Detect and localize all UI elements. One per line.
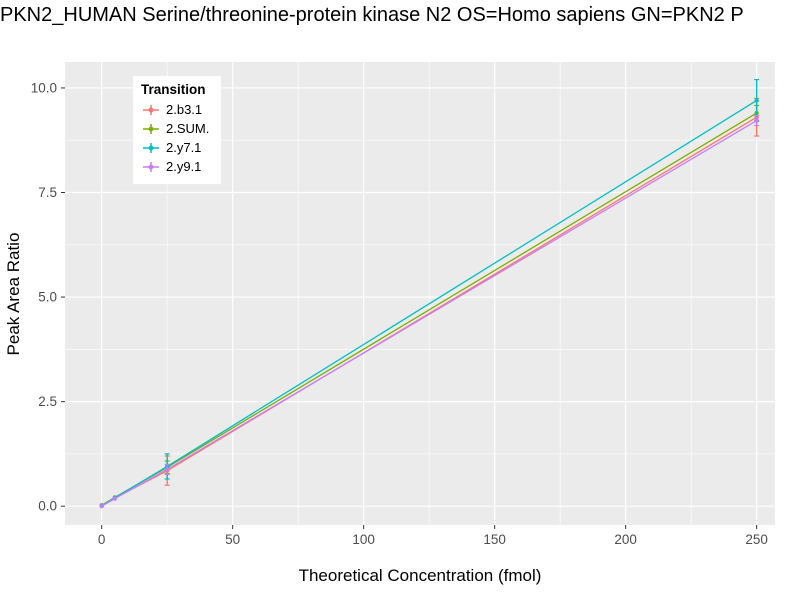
x-tick-label: 50 — [225, 532, 240, 547]
data-point — [754, 118, 759, 123]
x-tick-label: 0 — [98, 532, 106, 547]
legend-title: Transition — [141, 82, 206, 97]
y-tick-label: 5.0 — [38, 290, 57, 305]
y-axis-label: Peak Area Ratio — [4, 232, 23, 356]
x-tick-label: 100 — [352, 532, 375, 547]
x-tick-label: 150 — [483, 532, 506, 547]
legend: Transition 2.b3.1 2.SUM. 2.y7.1 2.y9.1 — [133, 76, 222, 184]
legend-item-label: 2.b3.1 — [166, 102, 203, 117]
data-point — [754, 98, 759, 103]
legend-item: 2.y9.1 — [141, 157, 209, 176]
legend-items: 2.b3.1 2.SUM. 2.y7.1 2.y9.1 — [141, 100, 209, 176]
x-tick-label: 250 — [745, 532, 768, 547]
x-tick-label: 200 — [614, 532, 637, 547]
x-axis-label: Theoretical Concentration (fmol) — [298, 566, 542, 585]
legend-item-label: 2.y7.1 — [166, 140, 202, 155]
legend-key-icon — [143, 104, 159, 115]
series-line — [101, 119, 757, 507]
data-point — [99, 503, 104, 509]
legend-key-icon — [143, 161, 159, 172]
y-tick-label: 0.0 — [38, 499, 57, 514]
legend-key-icon — [143, 142, 159, 153]
legend-item-label: 2.y9.1 — [166, 159, 202, 174]
data-point — [164, 467, 170, 472]
legend-item: 2.b3.1 — [141, 100, 209, 119]
series-2-y9-1 — [99, 114, 760, 509]
legend-item: 2.SUM. — [141, 119, 209, 138]
y-tick-label: 10.0 — [31, 80, 57, 95]
legend-item-label: 2.SUM. — [166, 121, 210, 136]
legend-item: 2.y7.1 — [141, 138, 209, 157]
chart-title: PKN2_HUMAN Serine/threonine-protein kina… — [0, 4, 744, 26]
data-point — [112, 496, 117, 501]
y-tick-label: 7.5 — [38, 185, 57, 200]
legend-key-icon — [143, 123, 159, 134]
y-tick-label: 2.5 — [38, 394, 57, 409]
